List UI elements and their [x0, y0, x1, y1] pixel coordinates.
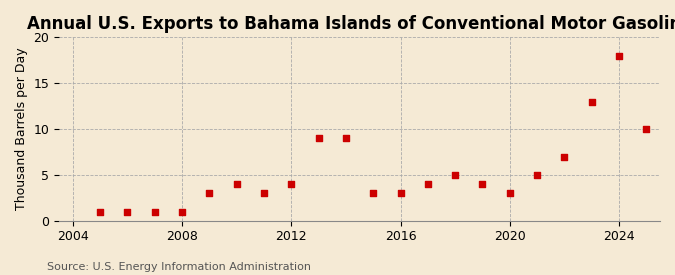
Point [423, 182, 433, 186]
Point [122, 209, 133, 214]
Point [286, 182, 297, 186]
Text: Source: U.S. Energy Information Administration: Source: U.S. Energy Information Administ… [47, 262, 311, 272]
Point [477, 182, 488, 186]
Point [368, 191, 379, 196]
Point [587, 99, 597, 104]
Point [149, 209, 160, 214]
Point [532, 173, 543, 177]
Point [450, 173, 460, 177]
Point [95, 209, 105, 214]
Point [204, 191, 215, 196]
Point [232, 182, 242, 186]
Point [313, 136, 324, 141]
Title: Annual U.S. Exports to Bahama Islands of Conventional Motor Gasoline: Annual U.S. Exports to Bahama Islands of… [27, 15, 675, 33]
Point [340, 136, 351, 141]
Point [395, 191, 406, 196]
Y-axis label: Thousand Barrels per Day: Thousand Barrels per Day [15, 48, 28, 210]
Point [504, 191, 515, 196]
Point [177, 209, 188, 214]
Point [614, 53, 624, 58]
Point [559, 154, 570, 159]
Point [259, 191, 269, 196]
Point [641, 127, 652, 131]
